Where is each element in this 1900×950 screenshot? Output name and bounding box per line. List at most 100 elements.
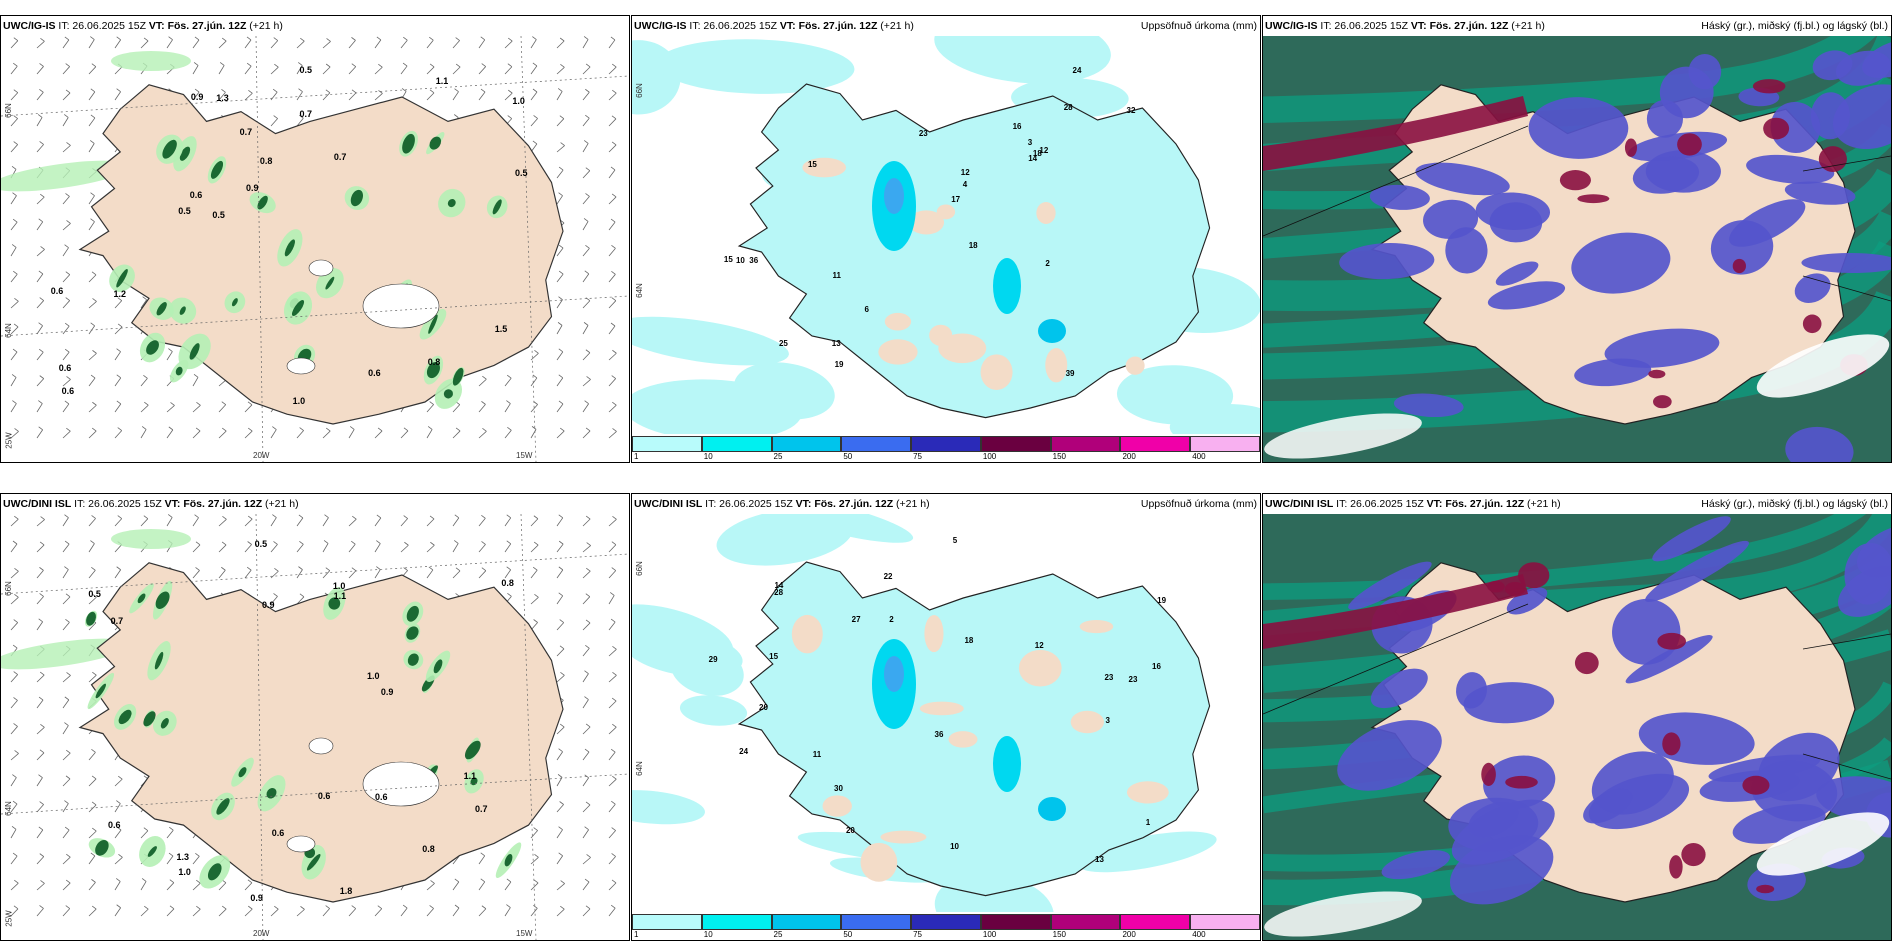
accum-precip-label: 27 bbox=[851, 614, 861, 624]
vt-label: VT: bbox=[164, 498, 181, 510]
precip-value-label: 0.5 bbox=[212, 209, 225, 220]
model-name: UWC/IG-IS bbox=[3, 20, 56, 32]
colorbar-tick-label: 50 bbox=[843, 930, 853, 939]
panel-title: Háský (gr.), miðský (fj.bl.) og lágský (… bbox=[1701, 498, 1888, 510]
lead-time: (+21 h) bbox=[265, 498, 299, 510]
precip-value-label: 0.8 bbox=[427, 357, 441, 368]
precip-value-label: 0.9 bbox=[245, 183, 259, 194]
vt-label: VT: bbox=[148, 20, 165, 32]
precip-value-label: 0.7 bbox=[299, 109, 312, 120]
accum-precip-label: 2 bbox=[1045, 258, 1050, 268]
precip-value-label: 1.1 bbox=[463, 770, 477, 781]
accum-precip-label: 11 bbox=[812, 750, 822, 760]
precip-value-label: 1.0 bbox=[178, 867, 191, 878]
accum-precip-label: 17 bbox=[951, 194, 961, 204]
accum-precip-label: 13 bbox=[1095, 855, 1104, 865]
precip-value-label: 0.6 bbox=[58, 362, 72, 373]
init-time: IT: 26.06.2025 15Z bbox=[1320, 20, 1408, 32]
map-area[interactable] bbox=[1263, 36, 1891, 462]
colorbar-segment bbox=[632, 436, 702, 452]
colorbar-segment bbox=[701, 436, 772, 452]
colorbar-segment bbox=[841, 436, 912, 452]
valid-time: Fös. 27.jún. 12Z bbox=[1445, 498, 1525, 510]
precip-value-label: 0.6 bbox=[61, 386, 75, 397]
colorbar-tick-label: 400 bbox=[1192, 452, 1206, 461]
accum-precip-label: 3 bbox=[1027, 138, 1033, 148]
map-area[interactable]: 2 1 3 14 30 36 29 23 20 27 19 24 22 16 12 18 15 20 28 23 11 5… bbox=[632, 514, 1260, 940]
map-area[interactable]: 0.7 0.6 0.5 1.0 0.6 1.5 0.8 1.2 1.0 1.3 0.5 0.9 0.6 0… bbox=[1, 36, 629, 462]
map-area[interactable]: 2 4 3 18 32 39 36 24 25 19 12 15 18 17 11 13 15 16 28 23 14 6… bbox=[632, 36, 1260, 462]
colorbar-segment bbox=[980, 914, 1051, 930]
precip-map bbox=[632, 36, 1260, 462]
colorbar-tick-label: 1 bbox=[634, 930, 639, 939]
colorbar-segment bbox=[1120, 436, 1191, 452]
colorbar-tick-label: 75 bbox=[913, 930, 923, 939]
colorbar-segment bbox=[911, 914, 981, 930]
precip-colorbar: 1 10 25 50 75 100 150 200 400 bbox=[632, 912, 1260, 940]
vt-label: VT: bbox=[1426, 498, 1443, 510]
precip-value-label: 0.5 bbox=[299, 64, 313, 75]
precip-value-label: 0.6 bbox=[108, 820, 121, 831]
precip-value-label: 1.1 bbox=[435, 76, 449, 87]
precip-value-label: 0.5 bbox=[254, 538, 268, 549]
precip-value-label: 0.6 bbox=[375, 791, 388, 802]
accum-precip-label: 36 bbox=[934, 729, 944, 739]
precip-value-label: 0.7 bbox=[474, 803, 488, 814]
accum-precip-label: 12 bbox=[1039, 145, 1049, 155]
colorbar-segment bbox=[1050, 436, 1121, 452]
latitude-label: 25W bbox=[4, 432, 14, 449]
vt-label: VT: bbox=[795, 498, 812, 510]
precip-value-label: 1.0 bbox=[367, 670, 380, 681]
map-area[interactable] bbox=[1263, 514, 1891, 940]
latitude-label: 64N bbox=[3, 801, 13, 816]
init-time: IT: 26.06.2025 15Z bbox=[689, 20, 777, 32]
precip-map bbox=[632, 514, 1260, 940]
panel-clouds-igis: UWC/IG-IS IT: 26.06.2025 15Z VT: Fös. 27… bbox=[1262, 15, 1892, 463]
precip-colorbar: 1 10 25 50 75 100 150 200 400 bbox=[632, 434, 1260, 462]
accum-precip-label: 30 bbox=[834, 783, 843, 793]
vt-label: VT: bbox=[1410, 20, 1427, 32]
valid-time: Fös. 27.jún. 12Z bbox=[183, 498, 263, 510]
colorbar-segment bbox=[1190, 436, 1260, 452]
colorbar-tick-label: 150 bbox=[1052, 452, 1067, 461]
precip-value-label: 1.0 bbox=[512, 95, 525, 106]
precip-value-label: 0.7 bbox=[333, 152, 347, 163]
model-name: UWC/IG-IS bbox=[634, 20, 687, 32]
colorbar-segment bbox=[701, 914, 772, 930]
precip-value-label: 1.0 bbox=[332, 580, 346, 591]
latitude-label: 66N bbox=[3, 103, 13, 118]
precip-value-label: 0.9 bbox=[380, 687, 394, 698]
map-area[interactable]: 0.9 0.8 0.6 1.0 0.5 0.8 1.1 1.3 0.9 0.6 1.0 0.7 0.9 1… bbox=[1, 514, 629, 940]
panel-title: Háský (gr.), miðský (fj.bl.) og lágský (… bbox=[1701, 20, 1888, 32]
accum-precip-label: 14 bbox=[1028, 154, 1038, 164]
accum-precip-label: 6 bbox=[864, 305, 869, 315]
colorbar-segment bbox=[771, 436, 842, 452]
precip-value-label: 0.7 bbox=[110, 616, 124, 627]
colorbar-tick-label: 25 bbox=[773, 930, 783, 939]
accum-precip-label: 2 bbox=[889, 614, 894, 624]
colorbar-tick-label: 25 bbox=[773, 452, 783, 461]
precip-value-label: 1.3 bbox=[216, 92, 229, 103]
panel-accum-precip-igis: UWC/IG-IS IT: 26.06.2025 15Z VT: Fös. 27… bbox=[631, 15, 1261, 463]
accum-precip-label: 19 bbox=[1157, 595, 1167, 605]
accum-precip-label: 11 bbox=[832, 271, 841, 281]
valid-time: Fös. 27.jún. 12Z bbox=[1429, 20, 1509, 32]
accum-precip-label: 10 bbox=[735, 256, 745, 266]
precip-value-label: 1.5 bbox=[494, 324, 508, 335]
accum-precip-label: 16 bbox=[1012, 122, 1022, 132]
accum-precip-label: 18 bbox=[1032, 148, 1042, 158]
panel-clouds-dini: UWC/DINI ISL IT: 26.06.2025 15Z VT: Fös.… bbox=[1262, 493, 1892, 941]
precip-value-label: 1.8 bbox=[339, 886, 353, 897]
valid-time: Fös. 27.jún. 12Z bbox=[798, 20, 878, 32]
accum-precip-label: 32 bbox=[1126, 106, 1136, 116]
model-name: UWC/IG-IS bbox=[1265, 20, 1318, 32]
model-name: UWC/DINI ISL bbox=[634, 498, 703, 510]
accum-precip-label: 29 bbox=[708, 654, 718, 664]
colorbar-tick-label: 400 bbox=[1192, 930, 1206, 939]
init-time: IT: 26.06.2025 15Z bbox=[74, 498, 162, 510]
panel-wind-precip-igis: UWC/IG-IS IT: 26.06.2025 15Z VT: Fös. 27… bbox=[0, 15, 630, 463]
colorbar-segment bbox=[632, 914, 702, 930]
accum-precip-label: 24 bbox=[739, 746, 749, 756]
accum-precip-label: 4 bbox=[962, 180, 968, 190]
colorbar-tick-label: 50 bbox=[843, 452, 853, 461]
